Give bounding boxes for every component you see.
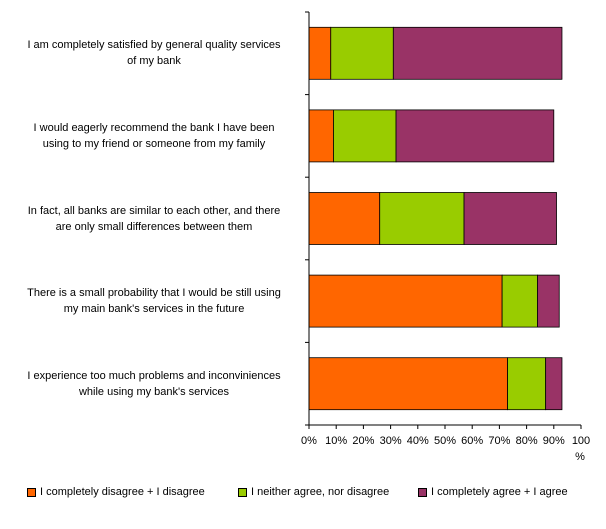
x-tick-label: 60% bbox=[461, 435, 483, 447]
x-tick-label: 70% bbox=[488, 435, 510, 447]
bar-segment bbox=[545, 357, 563, 411]
bar-segment bbox=[507, 357, 547, 411]
x-tick-label: 20% bbox=[352, 435, 374, 447]
category-label-line: I am completely satisfied by general qua… bbox=[27, 39, 281, 52]
category-label-line: using to my friend or someone from my fa… bbox=[42, 137, 266, 150]
bars-layer bbox=[308, 26, 563, 411]
category-label-line: In fact, all banks are similar to each o… bbox=[27, 204, 281, 217]
bar-segment bbox=[395, 109, 555, 163]
legend-swatch-neutral bbox=[238, 487, 247, 497]
x-tick-label: 40% bbox=[407, 435, 429, 447]
legend-item-neutral: I neither agree, nor disagree bbox=[238, 486, 389, 498]
bar-segment bbox=[537, 274, 560, 328]
bar-segment bbox=[392, 26, 563, 80]
bar-segment bbox=[308, 109, 334, 163]
x-axis-title: % bbox=[575, 451, 585, 463]
bar-segment bbox=[308, 26, 332, 80]
legend-swatch-disagree bbox=[27, 487, 36, 497]
category-label-line: of my bank bbox=[127, 55, 181, 68]
x-tick-label: 100 bbox=[572, 435, 590, 447]
bar-segment bbox=[308, 192, 381, 245]
category-label-line: are only small differences between them bbox=[55, 220, 253, 233]
x-tick-label: 10% bbox=[325, 435, 347, 447]
category-label-line: There is a small probability that I woul… bbox=[27, 287, 281, 300]
category-label-line: I experience too much problems and incon… bbox=[27, 369, 281, 382]
legend-item-agree: I completely agree + I agree bbox=[418, 486, 568, 498]
category-label-line: while using my bank's services bbox=[78, 385, 230, 398]
legend-swatch-agree bbox=[418, 487, 427, 497]
category-label: There is a small probability that I woul… bbox=[4, 285, 304, 317]
category-label: In fact, all banks are similar to each o… bbox=[4, 203, 304, 235]
bar-segment bbox=[308, 274, 503, 328]
category-label: I would eagerly recommend the bank I hav… bbox=[4, 120, 304, 152]
bar-segment bbox=[501, 274, 538, 328]
category-label-line: my main bank's services in the future bbox=[63, 303, 245, 316]
legend-label-neutral: I neither agree, nor disagree bbox=[251, 486, 390, 498]
x-tick-label: 0% bbox=[301, 435, 317, 447]
x-axis: 0% 10% 20% 30% 40% 50% 60% 70% 80% 90% 100 bbox=[301, 11, 590, 447]
x-tick-label: 50% bbox=[434, 435, 456, 447]
legend-item-disagree: I completely disagree + I disagree bbox=[27, 486, 205, 498]
x-tick-label: 80% bbox=[516, 435, 538, 447]
legend-label-disagree: I completely disagree + I disagree bbox=[40, 486, 205, 498]
bar-segment bbox=[333, 109, 397, 163]
bar-segment bbox=[463, 192, 557, 245]
bar-segment bbox=[379, 192, 465, 245]
bar-segment bbox=[330, 26, 394, 80]
category-label: I experience too much problems and incon… bbox=[4, 368, 304, 400]
bar-segment bbox=[308, 357, 508, 411]
x-tick-label: 30% bbox=[380, 435, 402, 447]
legend: I completely disagree + I disagree I nei… bbox=[0, 486, 606, 502]
x-tick-label: 90% bbox=[543, 435, 565, 447]
legend-label-agree: I completely agree + I agree bbox=[431, 486, 568, 498]
category-label: I am completely satisfied by general qua… bbox=[4, 37, 304, 69]
category-label-line: I would eagerly recommend the bank I hav… bbox=[33, 121, 275, 134]
